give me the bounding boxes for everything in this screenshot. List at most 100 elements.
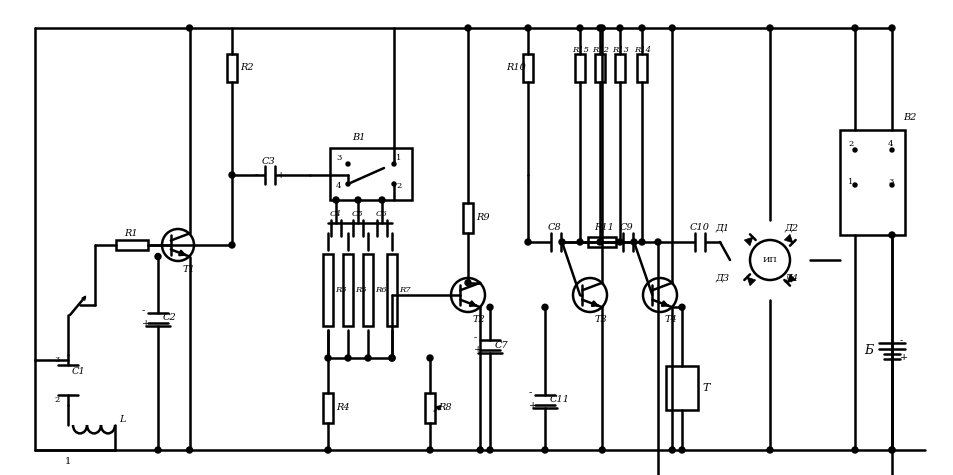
Text: +: +: [529, 400, 537, 409]
Text: -: -: [529, 389, 532, 398]
Circle shape: [851, 25, 857, 31]
Bar: [363, 254, 373, 326]
Text: R1: R1: [124, 228, 137, 238]
Polygon shape: [743, 237, 752, 246]
Text: 4: 4: [335, 182, 341, 190]
Text: 3: 3: [54, 356, 59, 364]
Circle shape: [154, 254, 161, 259]
Bar: [615, 54, 624, 82]
Text: C1: C1: [71, 368, 86, 377]
Text: C6: C6: [375, 210, 387, 218]
Circle shape: [669, 25, 675, 31]
Circle shape: [766, 447, 772, 453]
Text: C4: C4: [330, 210, 341, 218]
Bar: [343, 254, 353, 326]
Bar: [323, 254, 333, 326]
Bar: [462, 203, 473, 233]
Text: Д1: Д1: [714, 224, 728, 232]
Circle shape: [617, 239, 622, 245]
Text: B1: B1: [352, 133, 365, 142]
Circle shape: [464, 280, 471, 286]
Bar: [637, 54, 646, 82]
Text: ИП: ИП: [761, 256, 777, 264]
Text: 1: 1: [65, 457, 71, 466]
Text: R14: R14: [634, 46, 650, 54]
Text: T4: T4: [664, 315, 677, 324]
Text: -: -: [899, 336, 902, 345]
Text: R9: R9: [476, 213, 489, 222]
Bar: [587, 237, 616, 247]
Text: +: +: [474, 345, 482, 354]
Text: 1: 1: [847, 178, 853, 186]
Text: R4: R4: [335, 403, 349, 412]
Text: T3: T3: [595, 315, 607, 324]
Polygon shape: [783, 234, 792, 243]
Circle shape: [669, 447, 675, 453]
Circle shape: [889, 148, 893, 152]
Text: T2: T2: [473, 315, 485, 324]
Text: 3: 3: [335, 154, 341, 162]
Text: 2: 2: [847, 140, 852, 148]
Text: R15: R15: [572, 46, 588, 54]
Circle shape: [639, 239, 644, 245]
Circle shape: [577, 239, 582, 245]
Circle shape: [639, 25, 644, 31]
Text: C3: C3: [262, 156, 275, 165]
Circle shape: [392, 182, 395, 186]
Circle shape: [476, 447, 483, 453]
Circle shape: [464, 25, 471, 31]
Circle shape: [617, 25, 622, 31]
Circle shape: [598, 447, 604, 453]
Text: 1: 1: [395, 154, 401, 162]
Circle shape: [851, 447, 857, 453]
Circle shape: [154, 447, 161, 453]
Text: C2: C2: [163, 314, 176, 323]
Text: R7: R7: [398, 286, 410, 294]
Text: -: -: [254, 171, 258, 180]
Circle shape: [486, 304, 493, 310]
Circle shape: [187, 447, 193, 453]
Circle shape: [524, 239, 531, 245]
Bar: [575, 54, 584, 82]
Circle shape: [541, 304, 547, 310]
Bar: [840, 130, 904, 235]
Text: +: +: [142, 319, 150, 327]
Circle shape: [346, 182, 350, 186]
Circle shape: [597, 25, 602, 31]
Circle shape: [598, 25, 604, 31]
Circle shape: [333, 197, 338, 203]
Text: B2: B2: [902, 114, 916, 123]
Circle shape: [852, 183, 856, 187]
Circle shape: [427, 447, 433, 453]
Text: R8: R8: [437, 403, 451, 412]
Circle shape: [229, 172, 234, 178]
Circle shape: [888, 232, 894, 238]
Circle shape: [541, 447, 547, 453]
Text: C9: C9: [619, 224, 633, 232]
Text: R13: R13: [612, 46, 628, 54]
Text: C10: C10: [689, 224, 709, 232]
Bar: [595, 54, 604, 82]
Bar: [522, 54, 533, 82]
Circle shape: [679, 304, 684, 310]
Text: R3: R3: [335, 286, 346, 294]
Circle shape: [888, 25, 894, 31]
Text: -: -: [142, 306, 145, 315]
Text: R10: R10: [505, 64, 525, 73]
Circle shape: [888, 447, 894, 453]
Circle shape: [486, 447, 493, 453]
Text: L: L: [119, 416, 126, 425]
Circle shape: [679, 447, 684, 453]
Circle shape: [597, 239, 602, 245]
Circle shape: [630, 239, 637, 245]
Text: C8: C8: [547, 224, 561, 232]
Text: T: T: [701, 383, 709, 393]
Text: +: +: [899, 352, 907, 361]
Circle shape: [325, 355, 331, 361]
Text: Д4: Д4: [783, 274, 798, 283]
Circle shape: [355, 197, 360, 203]
Polygon shape: [786, 275, 795, 283]
Bar: [387, 254, 396, 326]
Circle shape: [655, 239, 660, 245]
Circle shape: [389, 355, 395, 361]
